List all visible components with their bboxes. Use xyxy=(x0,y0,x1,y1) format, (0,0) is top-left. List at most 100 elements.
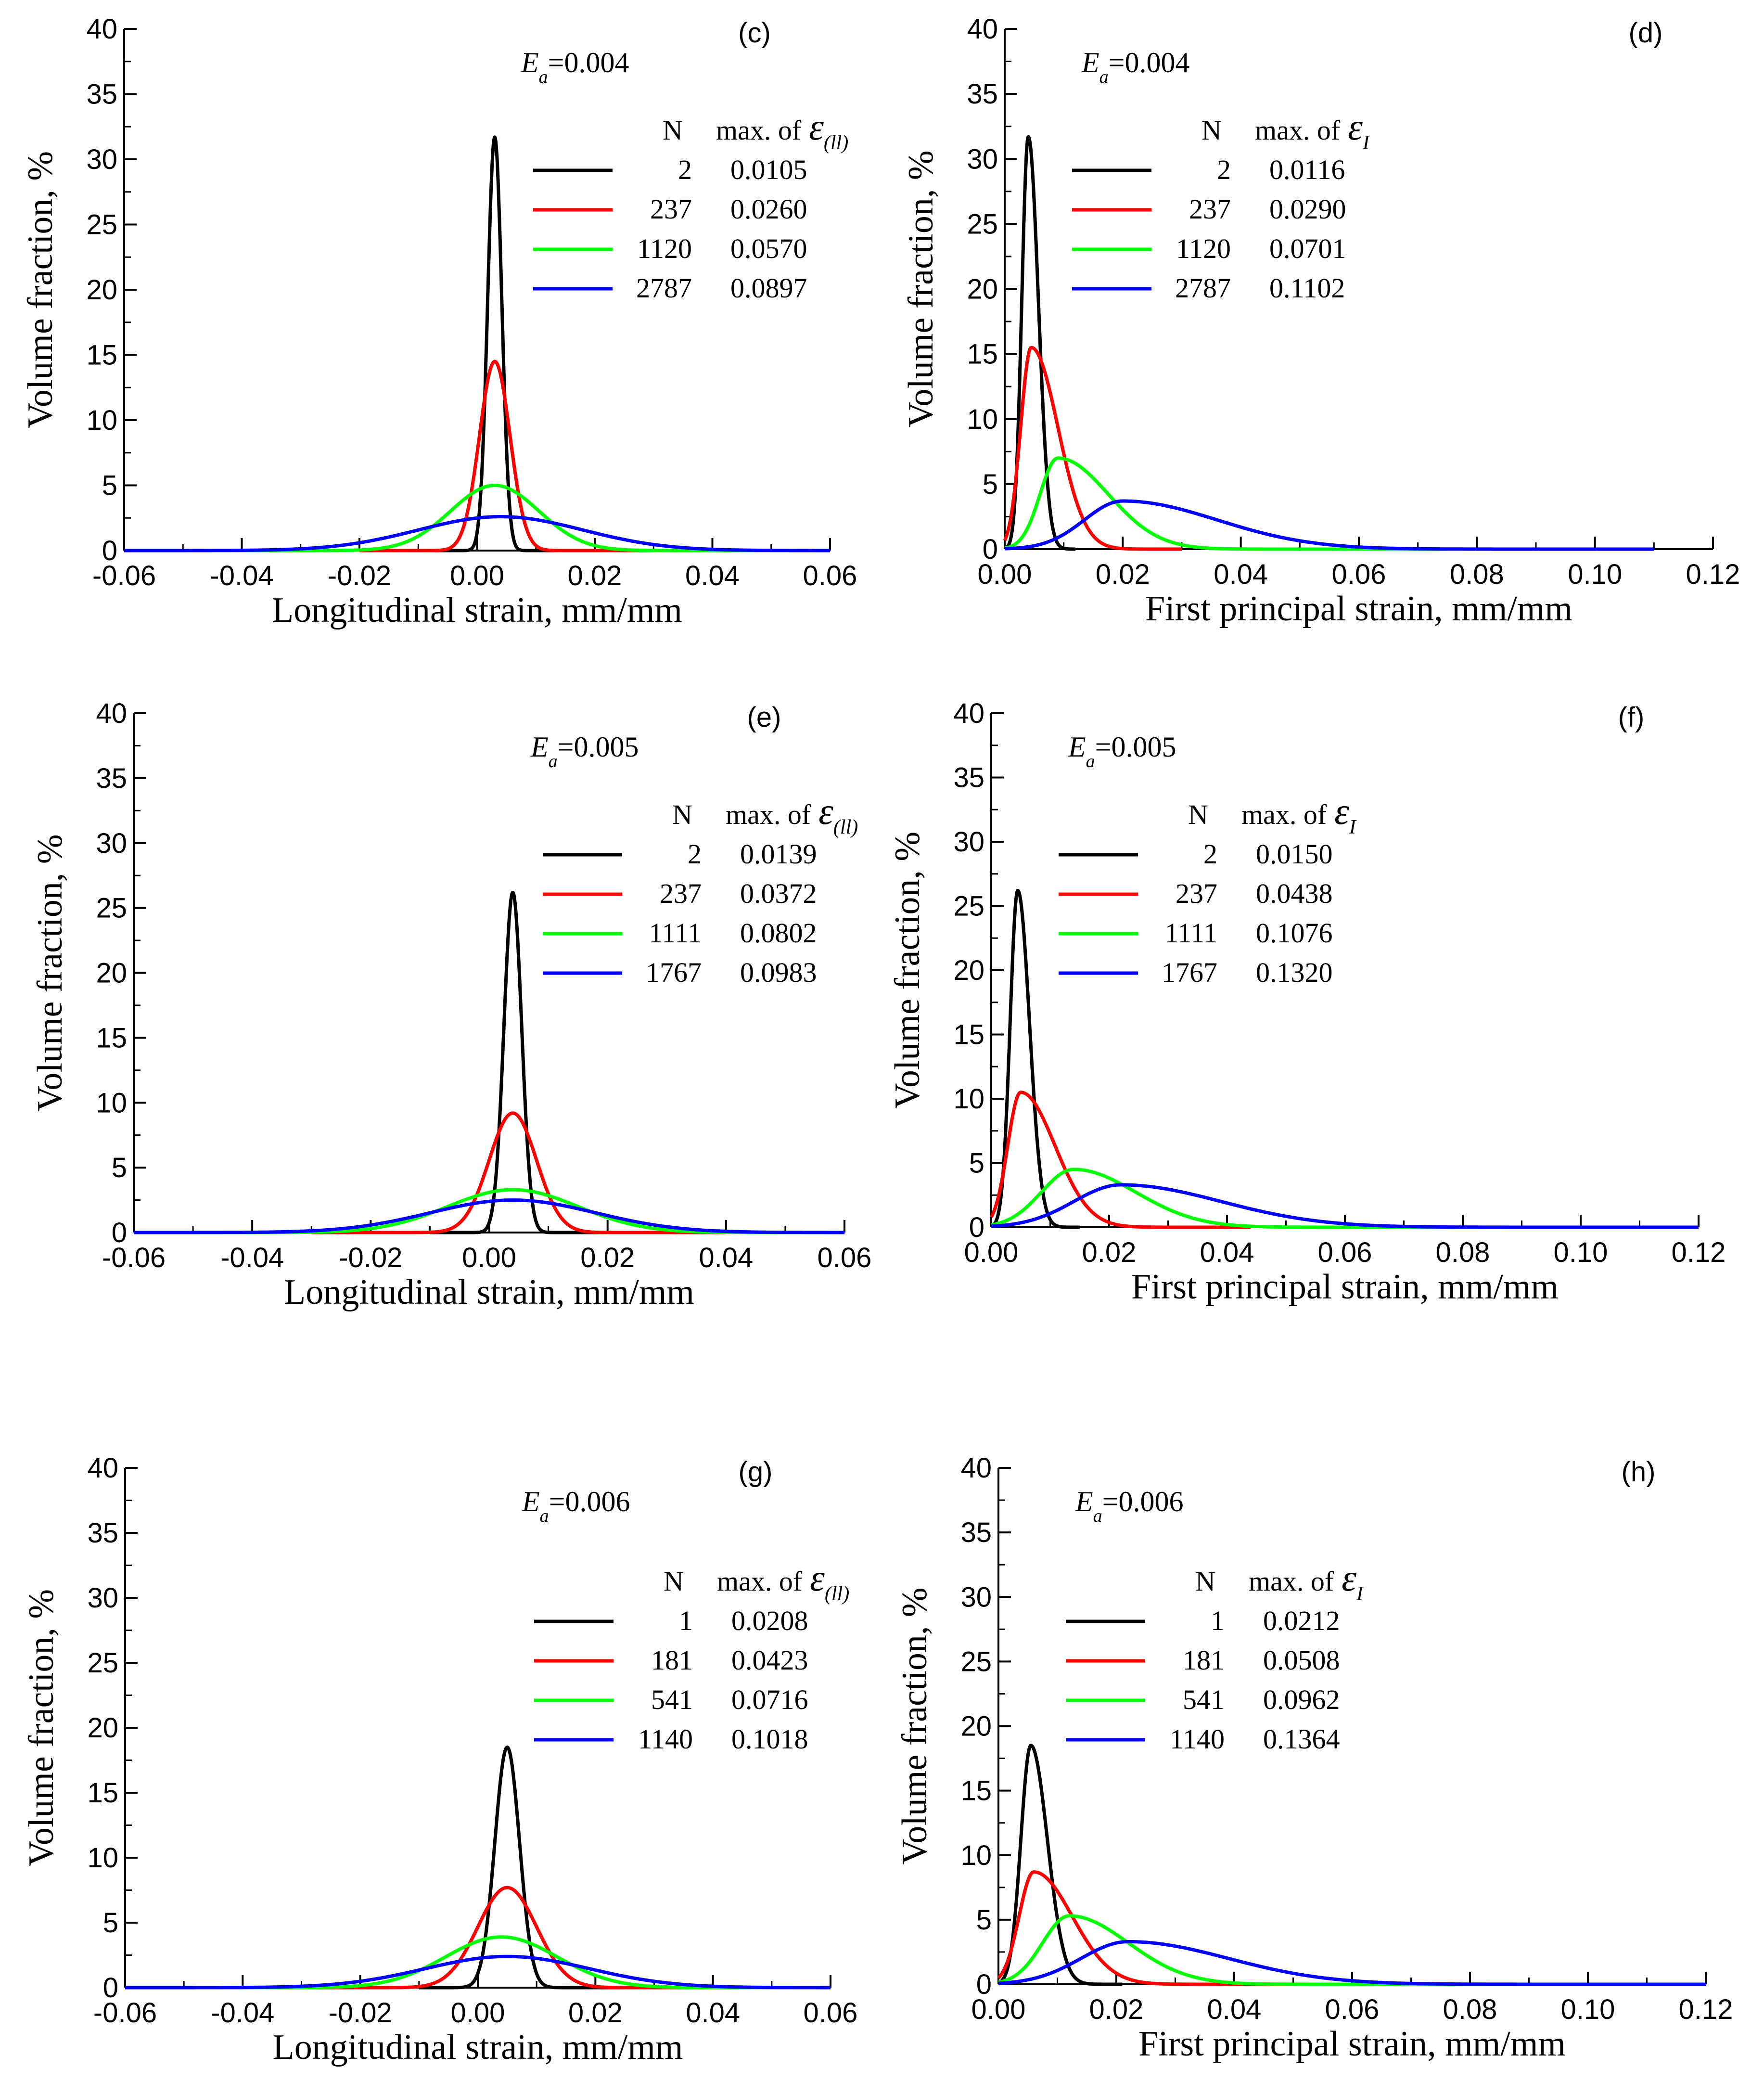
y-axis-label: Volume fraction, % xyxy=(888,832,927,1109)
panel-label: (f) xyxy=(1618,702,1645,733)
y-tick-label: 25 xyxy=(967,208,998,240)
chart-panel-e: 0 5 10 15 20 25 30 35 40 -0.06 -0.04 -0.02 0.00 0.02 0… xyxy=(30,698,871,1312)
y-tick-label: 30 xyxy=(967,143,998,175)
legend-n-value: 1120 xyxy=(1176,233,1231,264)
legend-header-symbol: ε xyxy=(818,790,833,832)
ea-annotation: Ea=0.005 xyxy=(530,731,639,771)
x-tick-label: 0.02 xyxy=(1089,1994,1144,2025)
ea-annotation: Ea=0.005 xyxy=(1068,731,1176,771)
legend-n-value: 541 xyxy=(651,1684,693,1715)
y-tick-label: 25 xyxy=(96,893,127,924)
series-group xyxy=(997,1744,1707,1986)
x-tick-label: 0.04 xyxy=(686,1997,740,2029)
legend-header-max: max. of εI xyxy=(1249,1557,1364,1605)
y-tick-label: 5 xyxy=(983,469,998,500)
x-tick-label: 0.10 xyxy=(1554,1237,1608,1268)
legend-header-symbol: ε xyxy=(1342,1557,1356,1599)
legend-header-n: N xyxy=(663,115,683,146)
y-tick-label: 40 xyxy=(87,1452,118,1484)
series-line-N237 xyxy=(358,360,655,552)
x-tick-label: 0.04 xyxy=(1214,559,1268,590)
y-axis-label: Volume fraction, % xyxy=(895,1587,934,1864)
panel-label: (d) xyxy=(1629,17,1663,49)
chart-panel-c: 0 5 10 15 20 25 30 35 40 -0.06 -0.04 -0.02 0.00 0.02 0… xyxy=(21,13,857,630)
panel-label: (e) xyxy=(747,702,781,733)
x-axis-label: First principal strain, mm/mm xyxy=(1131,1267,1559,1307)
legend-max-value: 0.0105 xyxy=(730,154,807,185)
y-tick-label: 15 xyxy=(86,340,117,371)
y-tick-label: 20 xyxy=(953,955,984,986)
legend-n-value: 1767 xyxy=(646,957,702,988)
legend-max-value: 0.1102 xyxy=(1269,272,1345,304)
legend-n-value: 1120 xyxy=(637,233,692,264)
legend-n-value: 237 xyxy=(660,878,702,909)
legend-max-value: 0.1076 xyxy=(1256,917,1333,949)
x-tick-label: 0.04 xyxy=(1207,1994,1262,2025)
legend-header-symbol: ε xyxy=(810,1557,825,1599)
legend-header-subscript: I xyxy=(1349,816,1357,838)
x-tick-label: -0.04 xyxy=(210,560,273,591)
legend-header-max-text: max. of xyxy=(726,799,811,830)
ea-subscript: a xyxy=(1099,67,1109,87)
y-tick-label: 30 xyxy=(96,828,127,859)
legend-header-n: N xyxy=(1195,1566,1215,1597)
legend-max-value: 0.0570 xyxy=(730,233,807,264)
panel-label: (h) xyxy=(1622,1456,1656,1488)
legend-max-value: 0.0150 xyxy=(1256,838,1333,870)
legend-max-value: 0.0423 xyxy=(731,1644,808,1676)
ea-subscript: a xyxy=(549,751,558,771)
x-tick-label: 0.12 xyxy=(1686,559,1740,590)
y-tick-label: 25 xyxy=(87,1647,118,1679)
legend-header-symbol: ε xyxy=(1334,790,1349,832)
y-tick-label: 5 xyxy=(976,1904,992,1936)
series-line-N1120 xyxy=(1004,456,1448,551)
y-tick-label: 40 xyxy=(960,1452,992,1484)
series-line-N2787 xyxy=(1004,499,1655,551)
x-tick-label: 0.08 xyxy=(1443,1994,1497,2025)
y-axis-label: Volume fraction, % xyxy=(21,151,60,428)
x-axis-label: First principal strain, mm/mm xyxy=(1138,2024,1566,2064)
y-tick-label: 35 xyxy=(967,78,998,110)
legend-n-value: 1140 xyxy=(638,1723,693,1755)
chart-panel-d: 0 5 10 15 20 25 30 35 40 0.00 0.02 0.04 0.06 0.08 0.10… xyxy=(901,13,1740,629)
x-tick-label: -0.02 xyxy=(329,1997,392,2029)
y-axis-label: Volume fraction, % xyxy=(901,150,941,427)
x-tick-label: 0.04 xyxy=(699,1242,753,1273)
x-tick-label: 0.02 xyxy=(568,560,622,591)
x-tick-label: 0.10 xyxy=(1568,559,1622,590)
x-tick-label: 0.10 xyxy=(1561,1994,1615,2025)
legend-header-max: max. of εI xyxy=(1255,106,1370,154)
x-tick-label: 0.00 xyxy=(451,1997,505,2029)
y-tick-label: 15 xyxy=(960,1775,992,1807)
x-tick-label: 0.00 xyxy=(462,1242,516,1273)
x-tick-label: 0.06 xyxy=(1325,1994,1380,2025)
ea-subscript: a xyxy=(1093,1506,1102,1526)
ea-value: =0.005 xyxy=(558,731,639,763)
legend-max-value: 0.0716 xyxy=(731,1684,808,1715)
x-tick-label: 0.06 xyxy=(803,560,857,591)
y-tick-label: 15 xyxy=(87,1777,118,1809)
ea-symbol: E xyxy=(530,731,549,763)
legend-max-value: 0.0139 xyxy=(740,838,817,870)
y-axis-label: Volume fraction, % xyxy=(22,1589,61,1866)
legend-header-symbol: ε xyxy=(1348,106,1363,148)
legend-n-value: 1111 xyxy=(1164,917,1217,949)
x-axis-label: First principal strain, mm/mm xyxy=(1145,589,1572,629)
legend-n-value: 2 xyxy=(1203,838,1217,870)
x-tick-label: 0.00 xyxy=(450,560,504,591)
x-tick-label: -0.06 xyxy=(93,1997,157,2029)
series-line-N1140 xyxy=(124,1954,831,1990)
legend-header-max-text: max. of xyxy=(717,1566,803,1597)
x-tick-label: -0.04 xyxy=(211,1997,274,2029)
y-tick-label: 25 xyxy=(86,209,117,241)
ea-subscript: a xyxy=(540,1506,549,1526)
y-tick-label: 30 xyxy=(86,144,117,175)
legend-max-value: 0.0701 xyxy=(1269,233,1346,264)
legend-n-value: 2 xyxy=(688,838,702,870)
legend-header-n: N xyxy=(664,1566,684,1597)
y-tick-label: 10 xyxy=(87,1842,118,1874)
